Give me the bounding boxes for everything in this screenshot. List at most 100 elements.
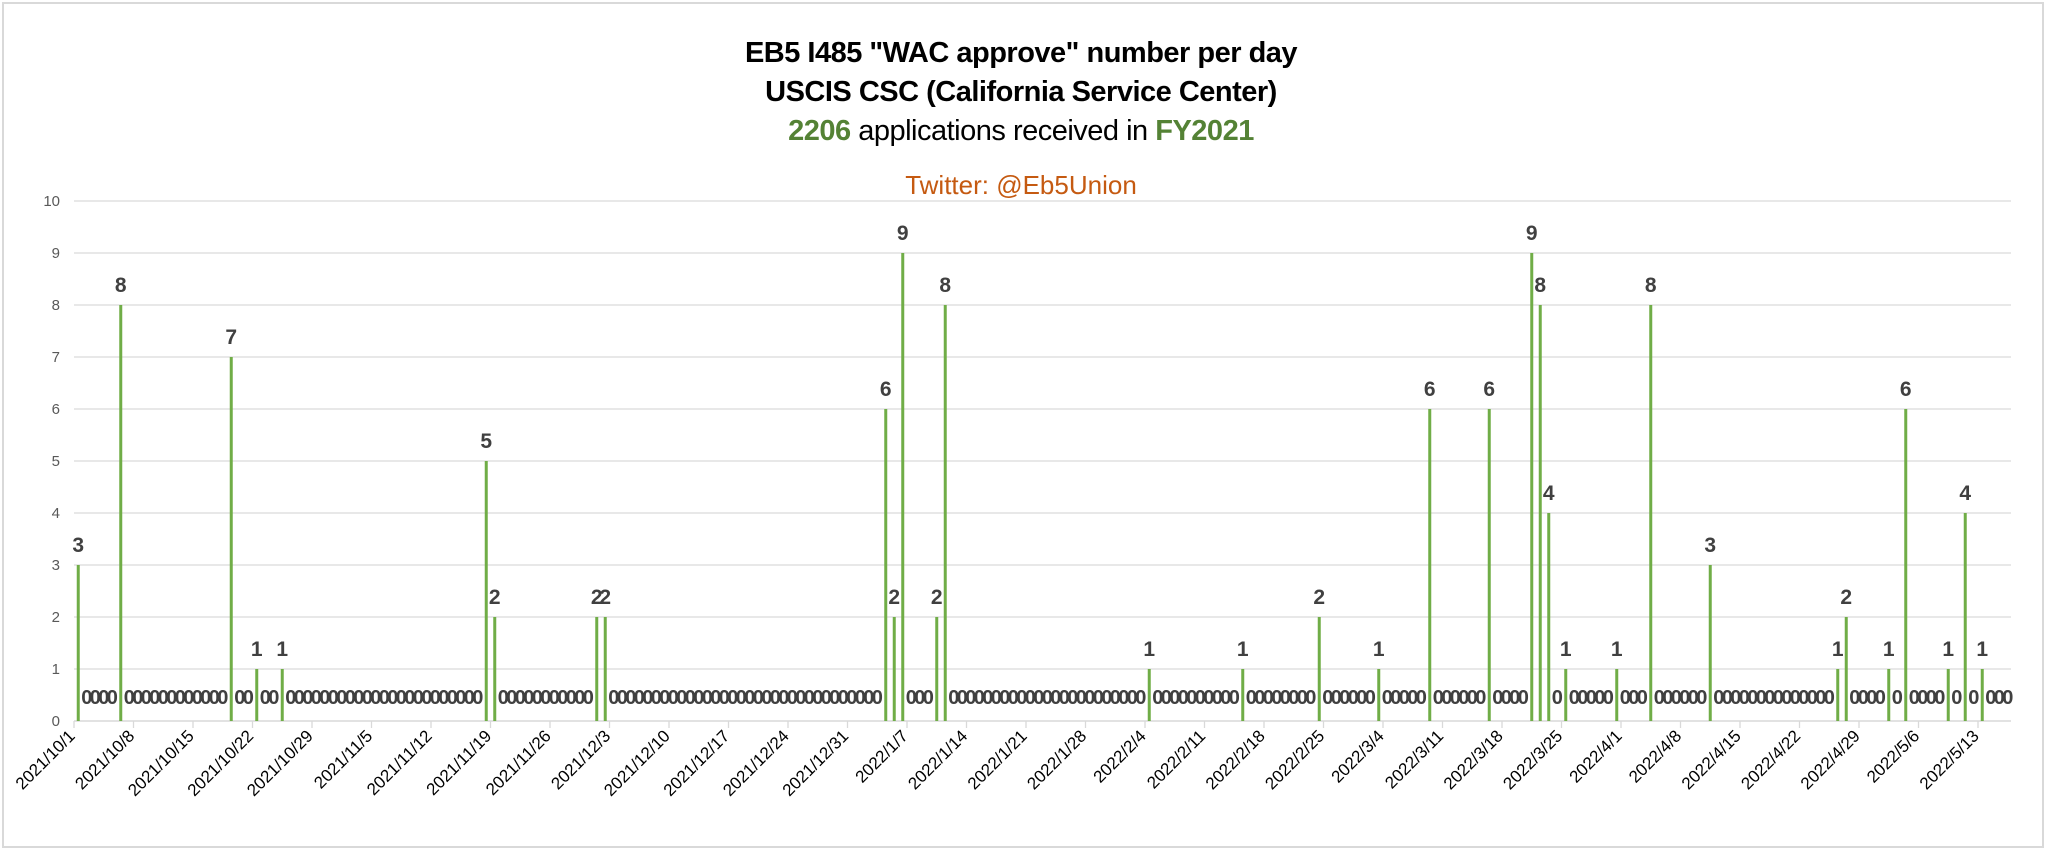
zero-label: 0 bbox=[506, 687, 517, 709]
zero-label: 0 bbox=[515, 687, 526, 709]
data-label: 5 bbox=[480, 430, 492, 453]
bar bbox=[1887, 669, 1891, 721]
zero-label: 0 bbox=[1951, 687, 1962, 709]
zero-label: 0 bbox=[1909, 687, 1920, 709]
data-label: 3 bbox=[72, 534, 84, 557]
x-tick-label: 2022/4/1 bbox=[1566, 726, 1626, 786]
y-tick-label: 2 bbox=[52, 609, 60, 626]
zero-label: 0 bbox=[1586, 687, 1597, 709]
zero-label: 0 bbox=[1569, 687, 1580, 709]
zero-label: 0 bbox=[1492, 687, 1503, 709]
bar bbox=[1530, 253, 1534, 721]
data-label: 1 bbox=[276, 638, 288, 661]
zero-label: 0 bbox=[1178, 687, 1189, 709]
data-label: 1 bbox=[1237, 638, 1249, 661]
data-label: 4 bbox=[1543, 482, 1555, 505]
zero-label: 0 bbox=[540, 687, 551, 709]
zero-label: 0 bbox=[1552, 687, 1563, 709]
zero-label: 0 bbox=[81, 687, 92, 709]
zero-label: 0 bbox=[1824, 687, 1835, 709]
zero-label: 0 bbox=[1994, 687, 2005, 709]
chart-title: EB5 I485 "WAC approve" number per day bbox=[744, 37, 1298, 69]
data-label: 2 bbox=[1313, 586, 1325, 609]
zero-label: 0 bbox=[1084, 687, 1095, 709]
bar bbox=[255, 669, 259, 721]
zero-label: 0 bbox=[1968, 687, 1979, 709]
bar bbox=[119, 305, 123, 721]
zero-label: 0 bbox=[557, 687, 568, 709]
zero-label: 0 bbox=[472, 687, 483, 709]
zero-label: 0 bbox=[200, 687, 211, 709]
zero-label: 0 bbox=[1101, 687, 1112, 709]
zero-label: 0 bbox=[1271, 687, 1282, 709]
zero-label: 0 bbox=[1441, 687, 1452, 709]
zero-label: 0 bbox=[1875, 687, 1886, 709]
x-tick-label: 2022/1/14 bbox=[904, 726, 971, 793]
data-label: 2 bbox=[599, 586, 611, 609]
zero-label: 0 bbox=[1254, 687, 1265, 709]
bar bbox=[1844, 617, 1848, 721]
zero-label: 0 bbox=[1110, 687, 1121, 709]
zero-label: 0 bbox=[549, 687, 560, 709]
zero-label: 0 bbox=[370, 687, 381, 709]
zero-label: 0 bbox=[328, 687, 339, 709]
zero-label: 0 bbox=[1781, 687, 1792, 709]
zero-label: 0 bbox=[685, 687, 696, 709]
zero-label: 0 bbox=[1025, 687, 1036, 709]
zero-label: 0 bbox=[965, 687, 976, 709]
data-label: 6 bbox=[1424, 378, 1436, 401]
bar bbox=[901, 253, 905, 721]
x-tick-label: 2022/2/11 bbox=[1143, 726, 1209, 792]
zero-label: 0 bbox=[1458, 687, 1469, 709]
data-label: 1 bbox=[1942, 638, 1954, 661]
data-label: 2 bbox=[489, 586, 501, 609]
zero-label: 0 bbox=[1118, 687, 1129, 709]
zero-label: 0 bbox=[634, 687, 645, 709]
zero-label: 0 bbox=[1076, 687, 1087, 709]
zero-label: 0 bbox=[846, 687, 857, 709]
zero-label: 0 bbox=[1093, 687, 1104, 709]
y-tick-label: 4 bbox=[52, 505, 60, 522]
bar bbox=[1649, 305, 1653, 721]
zero-label: 0 bbox=[336, 687, 347, 709]
zero-label: 0 bbox=[668, 687, 679, 709]
bar bbox=[1317, 617, 1321, 721]
data-label: 9 bbox=[1526, 222, 1538, 245]
zero-label: 0 bbox=[1654, 687, 1665, 709]
zero-label: 0 bbox=[1263, 687, 1274, 709]
bar bbox=[892, 617, 896, 721]
zero-label: 0 bbox=[923, 687, 934, 709]
zero-label: 0 bbox=[1475, 687, 1486, 709]
zero-label: 0 bbox=[1016, 687, 1027, 709]
zero-label: 0 bbox=[974, 687, 985, 709]
x-tick-label: 2022/2/18 bbox=[1202, 726, 1269, 793]
zero-label: 0 bbox=[1382, 687, 1393, 709]
zero-label: 0 bbox=[566, 687, 577, 709]
zero-label: 0 bbox=[1433, 687, 1444, 709]
zero-label: 0 bbox=[1322, 687, 1333, 709]
y-tick-label: 3 bbox=[52, 557, 60, 574]
bar bbox=[1241, 669, 1245, 721]
zero-label: 0 bbox=[260, 687, 271, 709]
zero-label: 0 bbox=[727, 687, 738, 709]
zero-label: 0 bbox=[1135, 687, 1146, 709]
zero-label: 0 bbox=[608, 687, 619, 709]
bar bbox=[484, 461, 488, 721]
zero-label: 0 bbox=[1620, 687, 1631, 709]
bar bbox=[1428, 409, 1432, 721]
bar bbox=[76, 565, 80, 721]
zero-label: 0 bbox=[404, 687, 415, 709]
zero-label: 0 bbox=[234, 687, 245, 709]
zero-label: 0 bbox=[702, 687, 713, 709]
zero-label: 0 bbox=[1127, 687, 1138, 709]
zero-label: 0 bbox=[761, 687, 772, 709]
zero-label: 0 bbox=[804, 687, 815, 709]
zero-label: 0 bbox=[736, 687, 747, 709]
bar bbox=[1963, 513, 1967, 721]
zero-label: 0 bbox=[1331, 687, 1342, 709]
x-tick-label: 2022/5/13 bbox=[1916, 726, 1983, 793]
zero-label: 0 bbox=[999, 687, 1010, 709]
x-axis: 2021/10/12021/10/82021/10/152021/10/2220… bbox=[12, 720, 2011, 800]
